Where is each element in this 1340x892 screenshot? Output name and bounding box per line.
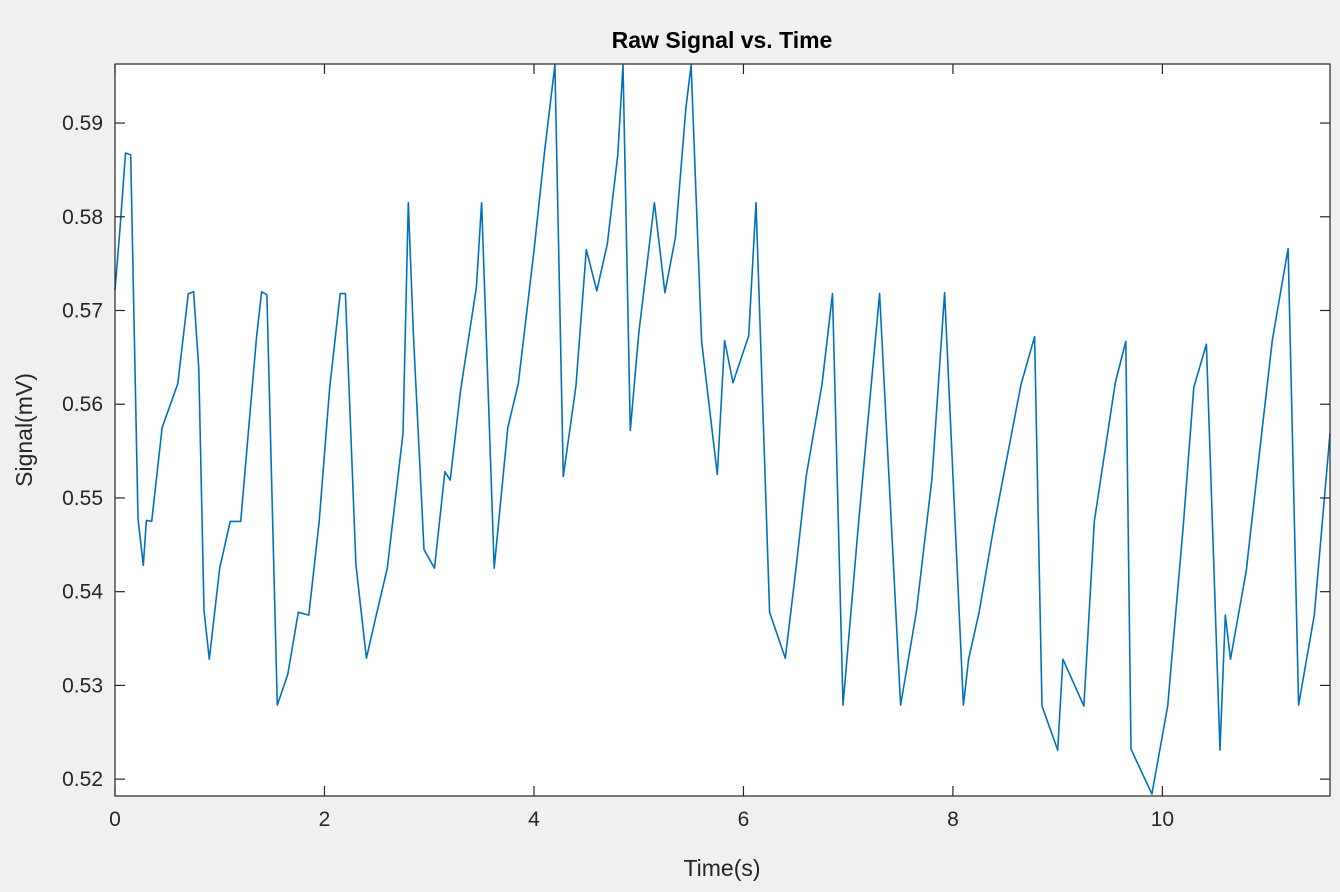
x-tick-label: 8: [947, 808, 959, 831]
series-layer: [114, 64, 1331, 795]
y-tick-label: 0.59: [62, 112, 103, 135]
plot-area: [115, 64, 1330, 796]
y-tick-label: 0.57: [62, 299, 103, 322]
x-tick-label: 4: [528, 808, 540, 831]
y-tick-label: 0.53: [62, 674, 103, 697]
signal-line-0: [114, 64, 1331, 795]
x-tick-label: 0: [109, 808, 121, 831]
x-tick-label: 6: [738, 808, 750, 831]
x-tick-label: 2: [319, 808, 331, 831]
plot-frame: [114, 63, 1331, 797]
y-tick-label: 0.52: [62, 768, 103, 791]
y-tick-label: 0.54: [62, 581, 103, 604]
y-tick-label: 0.55: [62, 487, 103, 510]
x-axis-label: Time(s): [683, 855, 760, 881]
y-axis-label: Signal(mV): [11, 373, 37, 487]
x-tick-label: 10: [1151, 808, 1174, 831]
ticks-layer: 0 2 4 6 8 10 0.52 0.53 0.54 0.55 0.56 0.57 0.58 0.59: [62, 64, 1330, 831]
chart-title: Raw Signal vs. Time: [612, 27, 833, 53]
y-tick-label: 0.56: [62, 393, 103, 416]
y-tick-label: 0.58: [62, 206, 103, 229]
